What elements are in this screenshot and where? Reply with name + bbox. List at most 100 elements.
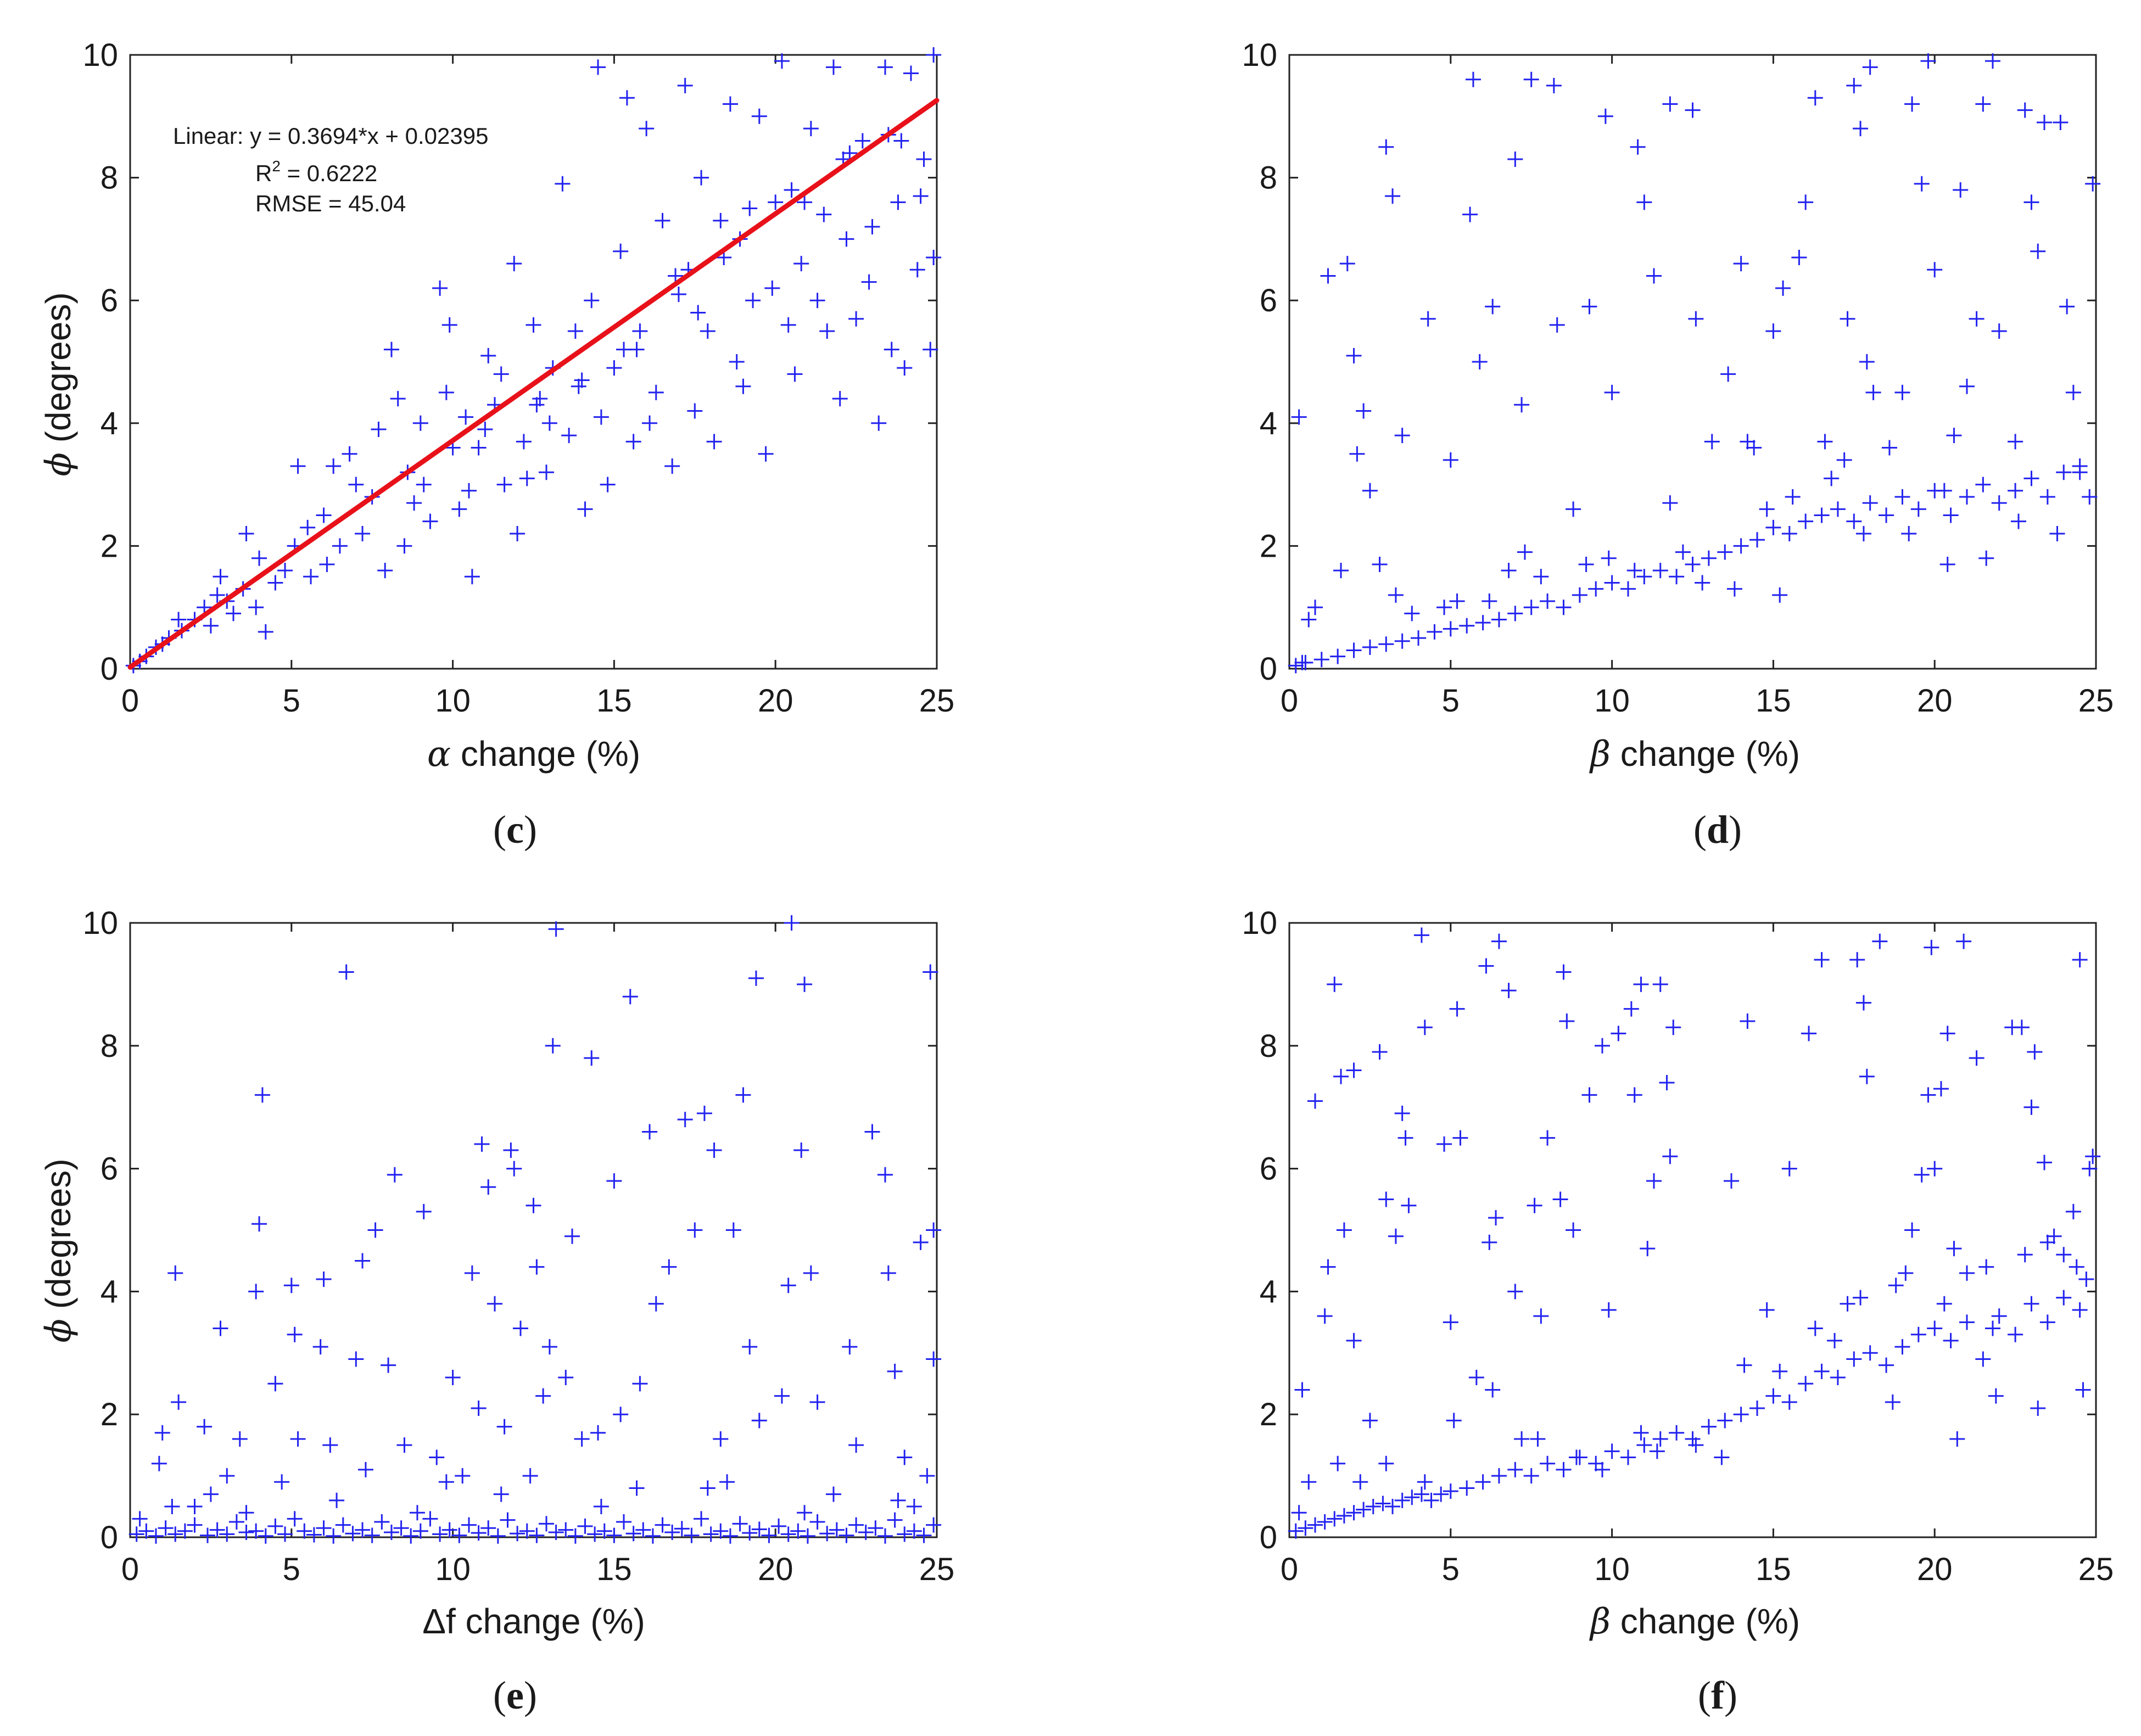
data-point-e	[577, 1518, 593, 1534]
data-point-e	[128, 1526, 144, 1542]
data-point-f	[1688, 1437, 1704, 1453]
data-point-e	[393, 1520, 409, 1536]
data-point-c	[303, 569, 319, 585]
fit-annotation: Linear: y = 0.3694*x + 0.02395 R2 = 0.62…	[173, 123, 488, 216]
data-point-e	[480, 1179, 496, 1195]
data-point-d	[1514, 397, 1530, 413]
data-point-e	[868, 1520, 884, 1536]
data-point-e	[677, 1112, 693, 1128]
xtick-label-f: 10	[1594, 1552, 1630, 1587]
data-point-f	[1413, 1486, 1429, 1502]
data-point-e	[635, 1522, 651, 1538]
data-point-d	[1601, 550, 1617, 566]
ytick-label-f: 4	[1260, 1274, 1277, 1309]
svg-text:ϕ (degrees): ϕ (degrees)	[38, 292, 79, 476]
data-point-c	[722, 96, 738, 112]
data-point-d	[1462, 206, 1478, 222]
data-point-d	[1685, 102, 1701, 118]
data-point-d	[1685, 556, 1701, 572]
data-point-f	[1956, 933, 1972, 949]
data-point-e	[748, 970, 764, 986]
data-point-d	[1662, 495, 1678, 511]
data-point-d	[2023, 471, 2039, 486]
data-point-c	[903, 65, 919, 81]
data-point-d	[1313, 652, 1329, 668]
data-point-c	[348, 477, 364, 492]
data-point-d	[1436, 600, 1452, 615]
data-point-c	[406, 495, 422, 511]
data-point-c	[877, 59, 893, 75]
ylabel-c-symbol: ϕ	[38, 452, 79, 477]
data-point-d	[1904, 96, 1920, 112]
data-point-f	[1346, 1062, 1362, 1078]
data-point-e	[700, 1480, 715, 1496]
data-point-e	[539, 1516, 554, 1532]
data-point-c	[203, 618, 219, 634]
data-point-c	[745, 293, 761, 309]
data-point-f	[2082, 1161, 2098, 1177]
data-point-e	[248, 1284, 264, 1300]
data-point-d	[1636, 194, 1652, 210]
data-point-e	[154, 1425, 170, 1441]
data-point-c	[784, 182, 800, 198]
data-point-d	[1362, 639, 1378, 655]
data-point-e	[200, 1527, 216, 1543]
data-point-d	[1985, 53, 2000, 69]
data-point-d	[1798, 194, 1814, 210]
ytick-label-f: 8	[1260, 1028, 1277, 1064]
data-point-c	[926, 47, 942, 63]
data-point-c	[267, 575, 283, 591]
data-point-f	[1781, 1394, 1797, 1410]
data-point-f	[1540, 1455, 1556, 1471]
data-point-f	[1507, 1284, 1523, 1300]
data-point-f	[1378, 1191, 1394, 1207]
data-point-c	[619, 90, 635, 106]
data-point-e	[790, 1523, 806, 1539]
data-point-e	[487, 1296, 502, 1312]
ytick-label-c: 8	[100, 160, 118, 196]
xlabel-e-symbol: Δ	[422, 1601, 446, 1641]
data-point-c	[316, 507, 332, 523]
data-point-f	[1301, 1474, 1317, 1490]
panel-label-f: (f)	[1698, 1673, 1737, 1717]
data-point-f	[1920, 1087, 1936, 1103]
data-point-e	[519, 1523, 535, 1539]
data-point-e	[409, 1505, 425, 1521]
data-point-f	[1530, 1431, 1546, 1447]
data-point-d	[1404, 606, 1420, 621]
data-point-c	[926, 249, 942, 265]
data-point-e	[819, 1526, 835, 1542]
data-point-e	[848, 1517, 864, 1533]
data-point-f	[1365, 1499, 1381, 1515]
data-point-d	[1307, 600, 1323, 615]
data-point-f	[1814, 952, 1830, 968]
data-point-c	[438, 384, 454, 400]
data-point-e	[432, 1526, 448, 1542]
data-point-d	[1975, 96, 1991, 112]
data-point-e	[451, 1527, 467, 1543]
data-point-f	[1849, 952, 1865, 968]
data-point-f	[1336, 1222, 1352, 1238]
ytick-label-f: 10	[1242, 905, 1277, 941]
data-point-e	[558, 1370, 574, 1386]
data-point-f	[1372, 1044, 1388, 1060]
data-point-e	[345, 1526, 361, 1542]
data-point-d	[1959, 489, 1975, 505]
xlabel-c: α change (%)	[427, 734, 640, 775]
data-point-c	[884, 341, 899, 357]
data-point-f	[1872, 933, 1888, 949]
ytick-label-d: 2	[1260, 528, 1277, 564]
data-point-d	[2008, 483, 2023, 499]
data-point-e	[887, 1512, 903, 1528]
data-point-e	[590, 1425, 606, 1441]
xlabel-c-symbol: α	[427, 734, 451, 775]
data-point-c	[290, 458, 306, 474]
data-point-f	[1936, 1296, 1952, 1312]
ytick-label-f: 6	[1260, 1151, 1277, 1187]
data-point-c	[793, 256, 809, 272]
data-point-d	[1824, 471, 1840, 486]
data-point-d	[1349, 446, 1365, 462]
data-point-f	[1320, 1259, 1336, 1275]
data-point-e	[416, 1203, 432, 1219]
data-point-e	[535, 1388, 551, 1404]
